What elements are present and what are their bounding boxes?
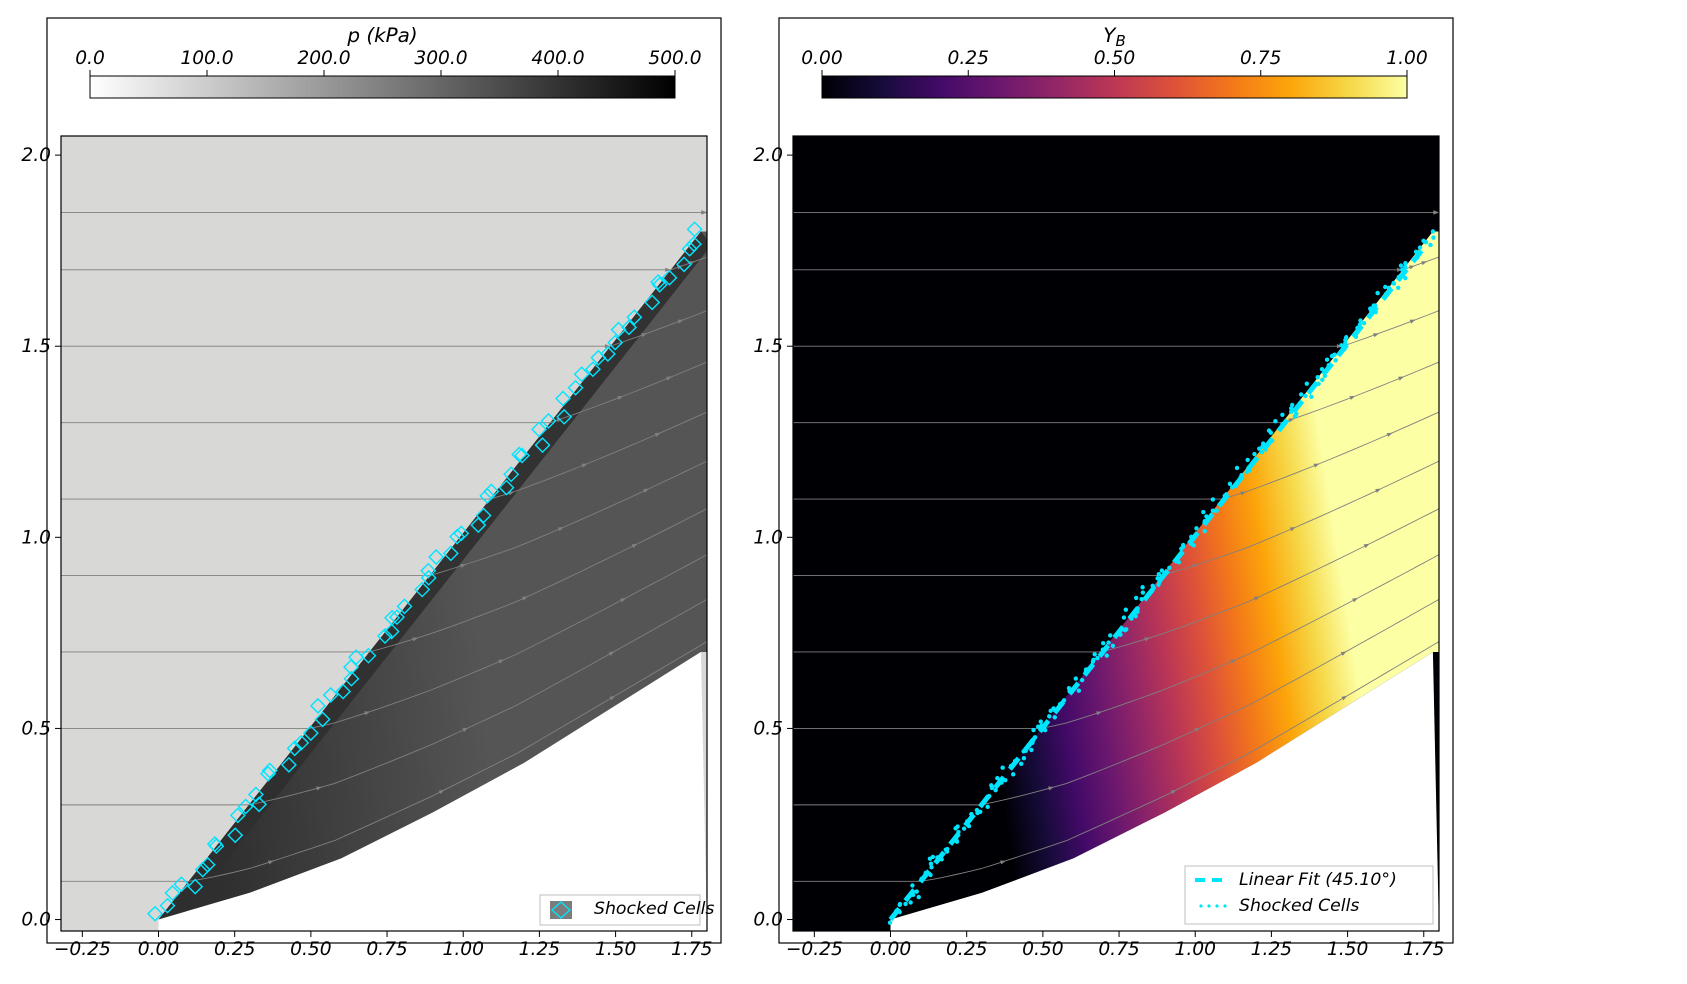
panel-0-colorbar xyxy=(90,76,675,98)
panel-1-legend: Linear Fit (45.10°) Shocked Cells xyxy=(1185,866,1433,924)
panel-0-cbar-tick: 300.0 xyxy=(414,48,467,69)
panel-1-xtick: 0.25 xyxy=(946,939,987,960)
panel-0-xtick: 0.25 xyxy=(214,939,255,960)
panel-1-cbar-tick: 0.50 xyxy=(1094,48,1135,69)
panel-1-xtick: 1.00 xyxy=(1175,939,1216,960)
panel-1-xtick: 1.75 xyxy=(1403,939,1444,960)
panel-0-xtick: 1.75 xyxy=(671,939,712,960)
panel-1-xtick: 0.75 xyxy=(1098,939,1139,960)
panel-0-xtick: −0.25 xyxy=(54,939,111,960)
panel-0-xtick: 0.50 xyxy=(290,939,331,960)
panel-1-legend-label: Shocked Cells xyxy=(1239,896,1359,916)
left-cbar-title: p (kPa) xyxy=(346,23,417,47)
panel-1-cbar-tick: 1.00 xyxy=(1386,48,1427,69)
panel-0-legend: Shocked Cells xyxy=(540,895,714,925)
panel-1-xtick: 0.00 xyxy=(870,939,911,960)
panel-0-xtick: 1.25 xyxy=(519,939,560,960)
panel-1-cbar-tick: 0.25 xyxy=(948,48,989,69)
panel-0-xtick: 1.50 xyxy=(595,939,636,960)
panel-0-cbar-tick: 0.0 xyxy=(75,48,105,69)
panel-0-cbar-tick: 100.0 xyxy=(180,48,233,69)
panel-1-plot xyxy=(793,136,1445,931)
panel-0-cbar-tick: 400.0 xyxy=(531,48,584,69)
panel-0-xtick: 1.00 xyxy=(443,939,484,960)
figure-svg: −0.25 0.00 0.25 0.50 0.75 1.00 1.25 1.50 1.75 0.0… xyxy=(0,0,1687,984)
figure-root: −0.25 0.00 0.25 0.50 0.75 1.00 1.25 1.50 1.75 0.0… xyxy=(0,0,1687,984)
panel-0-xtick: 0.75 xyxy=(366,939,407,960)
panel-0-cbar-tick: 200.0 xyxy=(297,48,350,69)
panel-1-legend-label: Linear Fit (45.10°) xyxy=(1239,870,1397,890)
right-cbar-title: YB xyxy=(1103,23,1125,50)
panel-1-xtick: 0.50 xyxy=(1022,939,1063,960)
panel-1-xtick: −0.25 xyxy=(786,939,843,960)
panel-0-plot xyxy=(61,136,713,933)
panel-1-cbar-tick: 0.00 xyxy=(801,48,842,69)
panel-0-xtick: 0.00 xyxy=(138,939,179,960)
panel-1-xtick: 1.50 xyxy=(1327,939,1368,960)
panel-0-cbar-tick: 500.0 xyxy=(648,48,701,69)
panel-1-colorbar xyxy=(822,76,1407,98)
panel-1-cbar-tick: 0.75 xyxy=(1240,48,1281,69)
panel-1-xtick: 1.25 xyxy=(1251,939,1292,960)
panel-0-legend-label: Shocked Cells xyxy=(594,899,714,919)
